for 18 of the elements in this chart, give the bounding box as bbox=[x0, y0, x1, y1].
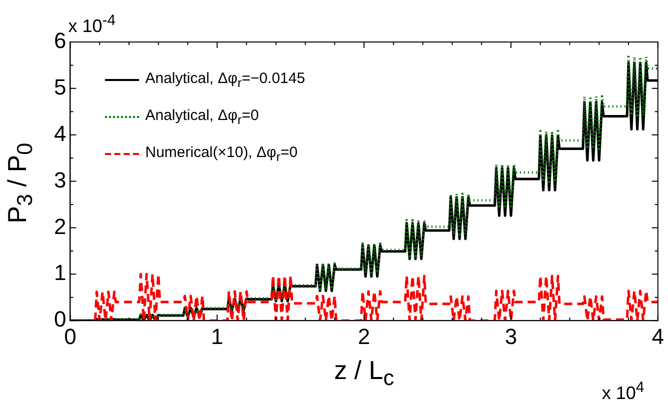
x-tick-label: 3 bbox=[504, 324, 518, 349]
y-tick-label: 4 bbox=[54, 120, 66, 146]
y-tick-label: 3 bbox=[54, 167, 66, 192]
text: x 10$^{4}$ bbox=[602, 378, 644, 404]
legend-label: Analytical, Δφ$_{r}$=−0.0145 bbox=[145, 70, 306, 90]
y-tick-label: 2 bbox=[54, 214, 66, 239]
y-tick-label: 0 bbox=[54, 306, 66, 332]
legend-label: Numerical(×10), Δφ$_{r}$=0 bbox=[145, 144, 298, 164]
y-tick-label: 5 bbox=[54, 74, 66, 100]
line-series bbox=[94, 272, 658, 321]
text: x 10$^{-4}$ bbox=[68, 12, 116, 37]
x-axis-title: z / L$_{c}$ bbox=[333, 354, 396, 391]
legend-label: Analytical, Δφ$_{r}$=0 bbox=[145, 107, 259, 127]
y-tick-label: 1 bbox=[54, 260, 66, 286]
x-tick-label: 4 bbox=[652, 324, 664, 349]
y-tick-label: 6 bbox=[54, 28, 66, 54]
x-tick-label: 1 bbox=[211, 324, 224, 349]
x-tick-label: 2 bbox=[358, 324, 370, 349]
